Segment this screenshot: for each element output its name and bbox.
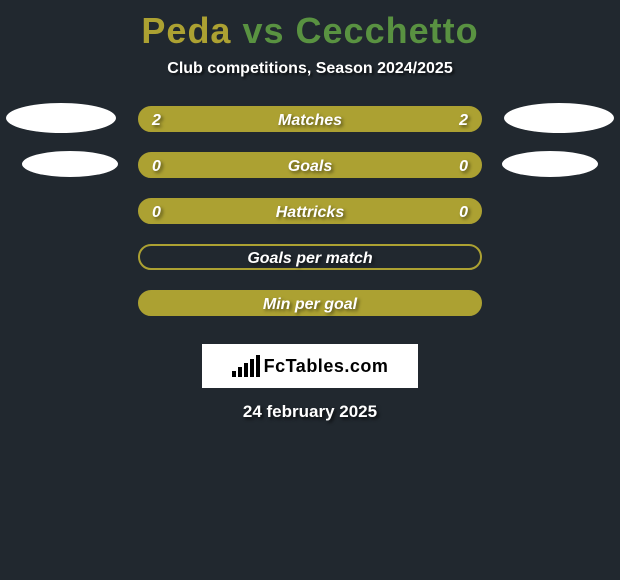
stat-label: Goals per match: [140, 246, 480, 272]
stat-bar: 22Matches: [138, 106, 482, 132]
player-left-marker: [6, 103, 116, 133]
stat-label: Goals: [140, 154, 480, 180]
fctables-logo[interactable]: FcTables.com: [202, 344, 418, 388]
comparison-title: Peda vs Cecchetto: [0, 0, 620, 52]
stats-table: 22Matches 00Goals 00Hattricks Goals per mat…: [0, 106, 620, 336]
stat-bar: Min per goal: [138, 290, 482, 316]
stat-label: Matches: [140, 108, 480, 134]
stat-bar: Goals per match: [138, 244, 482, 270]
player-right-marker: [502, 151, 598, 177]
stat-row: 22Matches: [0, 106, 620, 152]
player-right-name: Cecchetto: [296, 10, 479, 51]
stat-label: Hattricks: [140, 200, 480, 226]
vs-label: vs: [242, 10, 284, 51]
bars-icon: [232, 355, 260, 377]
stat-label: Min per goal: [140, 292, 480, 318]
stat-bar: 00Hattricks: [138, 198, 482, 224]
player-right-marker: [504, 103, 614, 133]
stat-row: Goals per match: [0, 244, 620, 290]
stat-row: 00Hattricks: [0, 198, 620, 244]
logo-text: FcTables.com: [264, 356, 389, 377]
player-left-name: Peda: [141, 10, 231, 51]
stat-row: 00Goals: [0, 152, 620, 198]
date-label: 24 february 2025: [0, 402, 620, 422]
stat-bar: 00Goals: [138, 152, 482, 178]
subtitle: Club competitions, Season 2024/2025: [0, 60, 620, 78]
player-left-marker: [22, 151, 118, 177]
stat-row: Min per goal: [0, 290, 620, 336]
